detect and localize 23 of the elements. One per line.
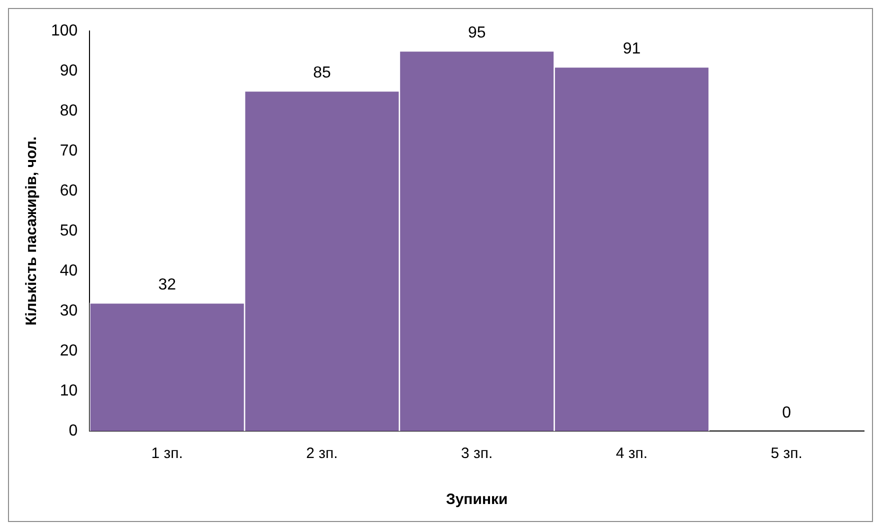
y-tick-label: 30 bbox=[60, 302, 78, 320]
data-label: 95 bbox=[468, 24, 486, 42]
y-tick-label: 60 bbox=[60, 182, 78, 200]
data-label: 91 bbox=[622, 40, 641, 58]
y-tick-label: 70 bbox=[60, 142, 78, 160]
x-tick-label: 5 зп. bbox=[770, 445, 802, 462]
y-axis-title: Кількість пасажирів, чол. bbox=[23, 136, 40, 326]
x-tick-label: 3 зп. bbox=[461, 445, 493, 462]
y-tick-label: 20 bbox=[60, 342, 78, 360]
x-axis-title: Зупинки bbox=[446, 491, 508, 508]
data-label: 32 bbox=[158, 276, 176, 294]
y-tick-label: 100 bbox=[50, 22, 78, 40]
y-tick-label: 40 bbox=[60, 262, 78, 280]
data-label: 85 bbox=[313, 64, 331, 82]
y-tick-label: 10 bbox=[60, 382, 78, 400]
y-tick-label: 50 bbox=[60, 222, 78, 240]
y-tick-label: 80 bbox=[60, 102, 78, 120]
x-tick-label: 4 зп. bbox=[616, 445, 648, 462]
y-tick-label: 0 bbox=[68, 422, 78, 440]
data-label: 0 bbox=[782, 404, 792, 422]
x-tick-label: 1 зп. bbox=[151, 445, 183, 462]
y-tick-label: 90 bbox=[60, 62, 78, 80]
x-tick-label: 2 зп. bbox=[306, 445, 338, 462]
